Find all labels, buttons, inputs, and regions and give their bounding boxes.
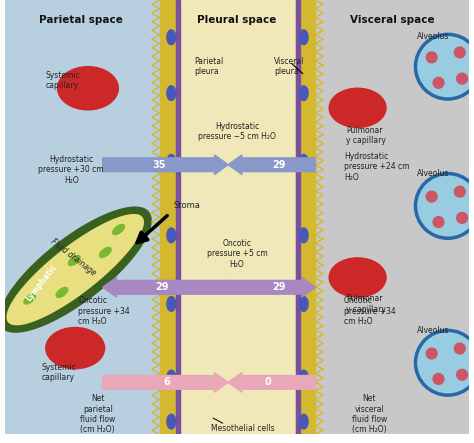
Polygon shape [7,214,144,325]
Circle shape [433,217,444,227]
Text: Visceral
pleura: Visceral pleura [274,57,305,76]
Circle shape [456,73,467,84]
Text: Pulmonar
y capillary: Pulmonar y capillary [346,294,386,314]
Text: 29: 29 [273,282,286,292]
Ellipse shape [299,86,308,101]
Text: Pulmonar
y capillary: Pulmonar y capillary [346,125,386,145]
Bar [5,0,160,435]
Text: Fluid drainage: Fluid drainage [49,237,98,277]
FancyArrow shape [103,373,228,392]
Bar [296,0,315,435]
Ellipse shape [299,414,308,429]
Circle shape [433,78,444,88]
Text: Lymphatic: Lymphatic [24,262,59,303]
Bar [160,0,294,435]
Ellipse shape [167,414,176,429]
Circle shape [456,213,467,223]
Circle shape [415,174,474,238]
Ellipse shape [56,288,68,298]
Ellipse shape [167,155,176,169]
Ellipse shape [68,256,80,265]
Text: Alveolus: Alveolus [417,170,449,179]
Circle shape [433,373,444,385]
Ellipse shape [46,327,105,369]
Text: Mesothelial cells: Mesothelial cells [211,424,275,432]
Ellipse shape [113,225,124,235]
Text: Oncotic
pressure +5 cm
H₂O: Oncotic pressure +5 cm H₂O [207,239,267,268]
Text: 0: 0 [264,377,271,387]
Polygon shape [0,207,151,332]
Bar [296,0,300,435]
Circle shape [426,191,437,202]
Ellipse shape [329,258,386,297]
Ellipse shape [24,294,36,304]
Text: Stoma: Stoma [173,201,200,210]
Bar [176,0,180,435]
FancyArrow shape [228,277,315,297]
Ellipse shape [299,228,308,243]
Text: Alveolus: Alveolus [417,326,449,335]
Bar [5,0,160,435]
Text: 35: 35 [153,160,166,170]
Bar [160,0,315,435]
Text: Visceral space: Visceral space [350,15,434,25]
Circle shape [426,348,437,359]
Text: Hydrostatic
pressure −5 cm H₂O: Hydrostatic pressure −5 cm H₂O [198,122,276,141]
Text: 29: 29 [155,282,168,292]
Text: Alveolus: Alveolus [417,32,449,41]
Ellipse shape [57,67,118,110]
Text: Hydrostatic
pressure +30 cm
H₂O: Hydrostatic pressure +30 cm H₂O [38,155,104,185]
FancyArrow shape [103,155,228,175]
Bar [315,0,469,435]
Ellipse shape [167,30,176,45]
Text: Parietal space: Parietal space [39,15,123,25]
Bar [160,0,179,435]
Text: Hydrostatic
pressure +24 cm
H₂O: Hydrostatic pressure +24 cm H₂O [344,152,410,182]
Circle shape [426,52,437,63]
Circle shape [456,369,467,380]
Ellipse shape [299,370,308,385]
Circle shape [415,34,474,99]
FancyArrow shape [228,155,315,175]
Circle shape [455,186,465,197]
FancyArrow shape [228,373,315,392]
Text: Net
parietal
fluid flow
(cm H₂O): Net parietal fluid flow (cm H₂O) [80,394,115,435]
Ellipse shape [167,297,176,311]
Text: Pleural space: Pleural space [197,15,277,25]
Ellipse shape [100,247,111,257]
Text: Oncotic
pressure +34
cm H₂O: Oncotic pressure +34 cm H₂O [344,296,396,326]
FancyArrow shape [103,277,228,297]
Bar [315,0,469,435]
Ellipse shape [329,88,386,128]
Text: 29: 29 [273,160,286,170]
Text: Systemic
capillary: Systemic capillary [46,70,81,90]
Ellipse shape [299,155,308,169]
Ellipse shape [299,30,308,45]
Circle shape [415,330,474,395]
Text: Systemic
capillary: Systemic capillary [42,363,77,382]
Circle shape [455,47,465,58]
Text: Parietal
pleura: Parietal pleura [194,57,223,76]
Ellipse shape [167,228,176,243]
Text: Oncotic
pressure +34
cm H₂O: Oncotic pressure +34 cm H₂O [78,296,130,326]
Ellipse shape [299,297,308,311]
Text: 6: 6 [163,377,170,387]
Ellipse shape [167,370,176,385]
Text: Net
visceral
fluid flow
(cm H₂O): Net visceral fluid flow (cm H₂O) [352,394,387,435]
Ellipse shape [167,86,176,101]
Circle shape [455,343,465,354]
